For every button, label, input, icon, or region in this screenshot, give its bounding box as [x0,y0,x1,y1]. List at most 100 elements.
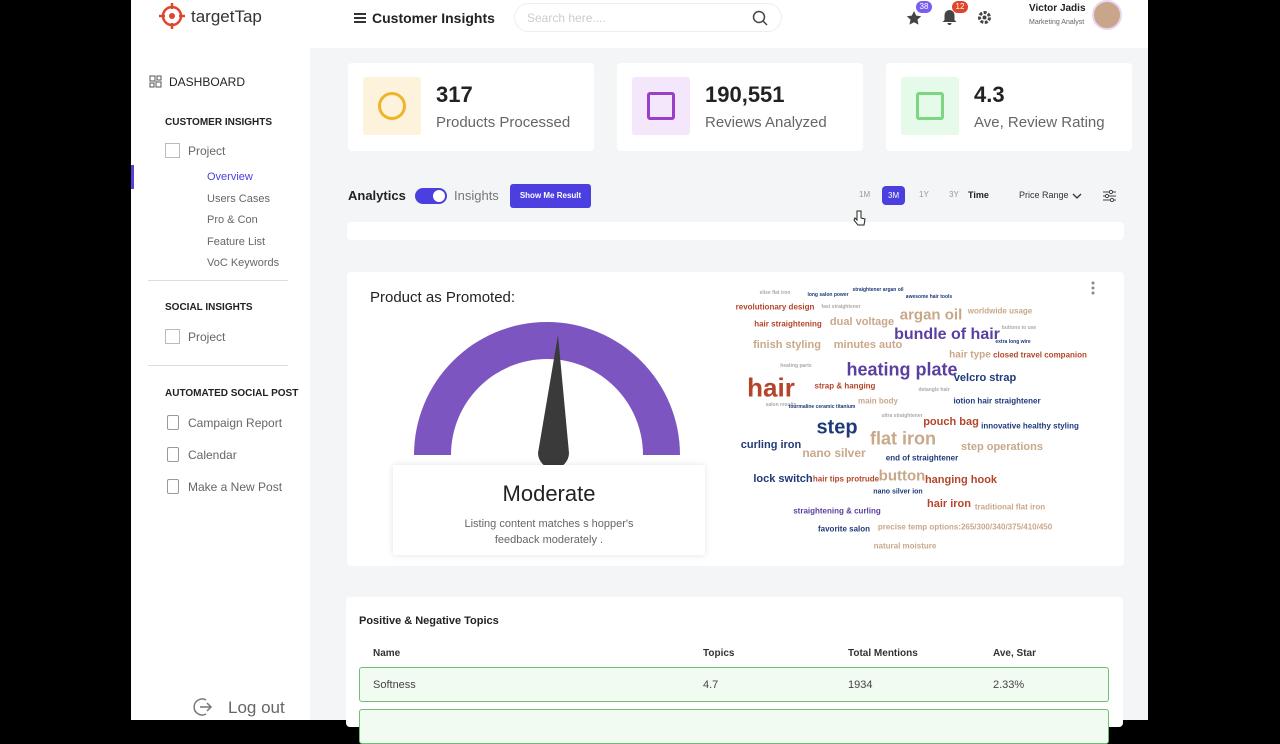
word: precise temp options:265/300/340/375/410… [877,522,1053,532]
word: step [816,416,858,439]
stat-icon-glyph [916,92,944,120]
word: heating plate [846,359,958,380]
nav-item[interactable]: Calendar [188,448,237,462]
logout[interactable]: Log out [228,698,285,717]
promoted-card: Product as Promoted: Moderate Listing co… [347,272,1124,566]
word: iotion hair straightener [953,396,1041,406]
more-icon[interactable] [1090,280,1096,296]
stat-card: 317 Products Processed [348,63,594,151]
filter-icon[interactable] [1103,189,1116,202]
dropdown[interactable]: Price Range [1019,190,1069,200]
word: hair [747,372,795,403]
nav-item[interactable]: Campaign Report [188,416,283,430]
toggle[interactable] [415,188,447,204]
avatar[interactable] [1092,0,1122,30]
word-cloud: elise flat iron long salon power straighte… [347,272,1124,566]
nav-subitem[interactable]: Feature List [207,235,266,248]
active-indicator [131,165,134,189]
word: straightening & curling [793,506,881,516]
toggle-label: Analytics [348,188,406,203]
stat-value: 317 [436,82,473,107]
nav-subitem[interactable]: VoC Keywords [207,257,280,269]
word: hair iron [926,498,972,510]
word: awesome hair tools [905,294,953,300]
header: Customer Insights Search here.... 38 12 … [310,0,1148,48]
column-header: Total Mentions [848,648,918,659]
icon [165,329,180,344]
status-box: Moderate Listing content matches s hoppe… [393,465,705,555]
badge: 38 [916,1,932,13]
stat-label: Products Processed [436,114,571,131]
word: worldwide usage [967,306,1033,316]
tab[interactable]: 1Y [919,190,929,199]
stat-icon-glyph [647,92,675,120]
icon [167,447,179,462]
nav-item[interactable]: Project [188,330,226,344]
table-cell: 1934 [848,679,873,691]
word: traditional flat iron [974,502,1046,512]
search-icon [752,10,768,26]
word: dual voltage [829,316,895,328]
icon [167,479,179,494]
stat-card: 190,551 Reviews Analyzed [617,63,863,151]
word: tourmaline ceramic titanium [788,404,856,410]
icon [149,75,162,88]
search-box[interactable]: Search here.... [514,3,782,32]
stat-label: Ave, Review Rating [974,114,1105,131]
word: innovative healthy styling [981,421,1079,431]
stat-icon [632,77,690,135]
word: lock switch [753,473,813,485]
word: hanging hook [924,474,998,486]
word: favorite salon [817,524,871,534]
gauge [414,322,680,467]
toggle-knob [433,190,445,202]
page-title: Customer Insights [372,10,495,26]
nav-item[interactable]: Make a New Post [188,480,283,494]
star-icon[interactable] [906,10,922,26]
chevron [1072,193,1082,199]
word: strap & hanging [814,381,876,391]
word: straightener argan oil [852,287,904,293]
stat-icon [901,77,959,135]
cursor [853,210,866,226]
word: flat iron [870,428,936,449]
word: fast straightener [821,304,861,310]
word: bundle of hair [894,326,1000,343]
icon [165,143,180,158]
nav-subitem[interactable]: Pro & Con [207,214,258,226]
nav-item[interactable]: DASHBOARD [169,75,246,89]
word: curling iron [740,439,802,451]
menu-icon[interactable] [354,12,366,24]
divider [148,365,288,366]
word: ultra straightener [881,413,923,419]
description: Listing content matches s hopper's feedb… [464,518,634,546]
icon [167,415,179,430]
tab[interactable]: 3Y [949,190,959,199]
logo: targetTap [191,7,262,26]
topics-card: Positive & Negative Topics Name Topics Tot… [346,597,1123,744]
nav-item[interactable]: Project [188,144,226,158]
table-cell: Softness [373,679,416,691]
word: nano silver ion [873,488,923,496]
word: finish styling [753,339,821,351]
word: salon results [765,402,797,408]
bell-icon[interactable] [942,9,957,26]
sidebar: targetTap DASHBOARD CUSTOMER INSIGHTS Pr… [131,0,310,720]
word: heating parts [780,363,812,369]
nav-subitem[interactable]: Overview [207,171,253,183]
word: pouch bag [923,416,979,428]
main: Customer Insights Search here.... 38 12 … [310,0,1148,744]
nav-subitem[interactable]: Users Cases [207,192,270,205]
tab[interactable]: Time [968,190,989,200]
status: Moderate [502,481,596,506]
section-title: AUTOMATED SOCIAL POST [165,388,299,399]
button[interactable]: Show Me Result [510,184,591,208]
card-title: Product as Promoted: [370,289,516,306]
word: nano silver [802,446,866,460]
word: closed travel companion [993,350,1087,360]
word: detangle hair [918,387,950,393]
settings-icon[interactable] [977,10,992,25]
word: argan oil [899,306,963,324]
tab[interactable]: 3M [882,186,906,205]
tab[interactable]: 1M [859,190,871,199]
